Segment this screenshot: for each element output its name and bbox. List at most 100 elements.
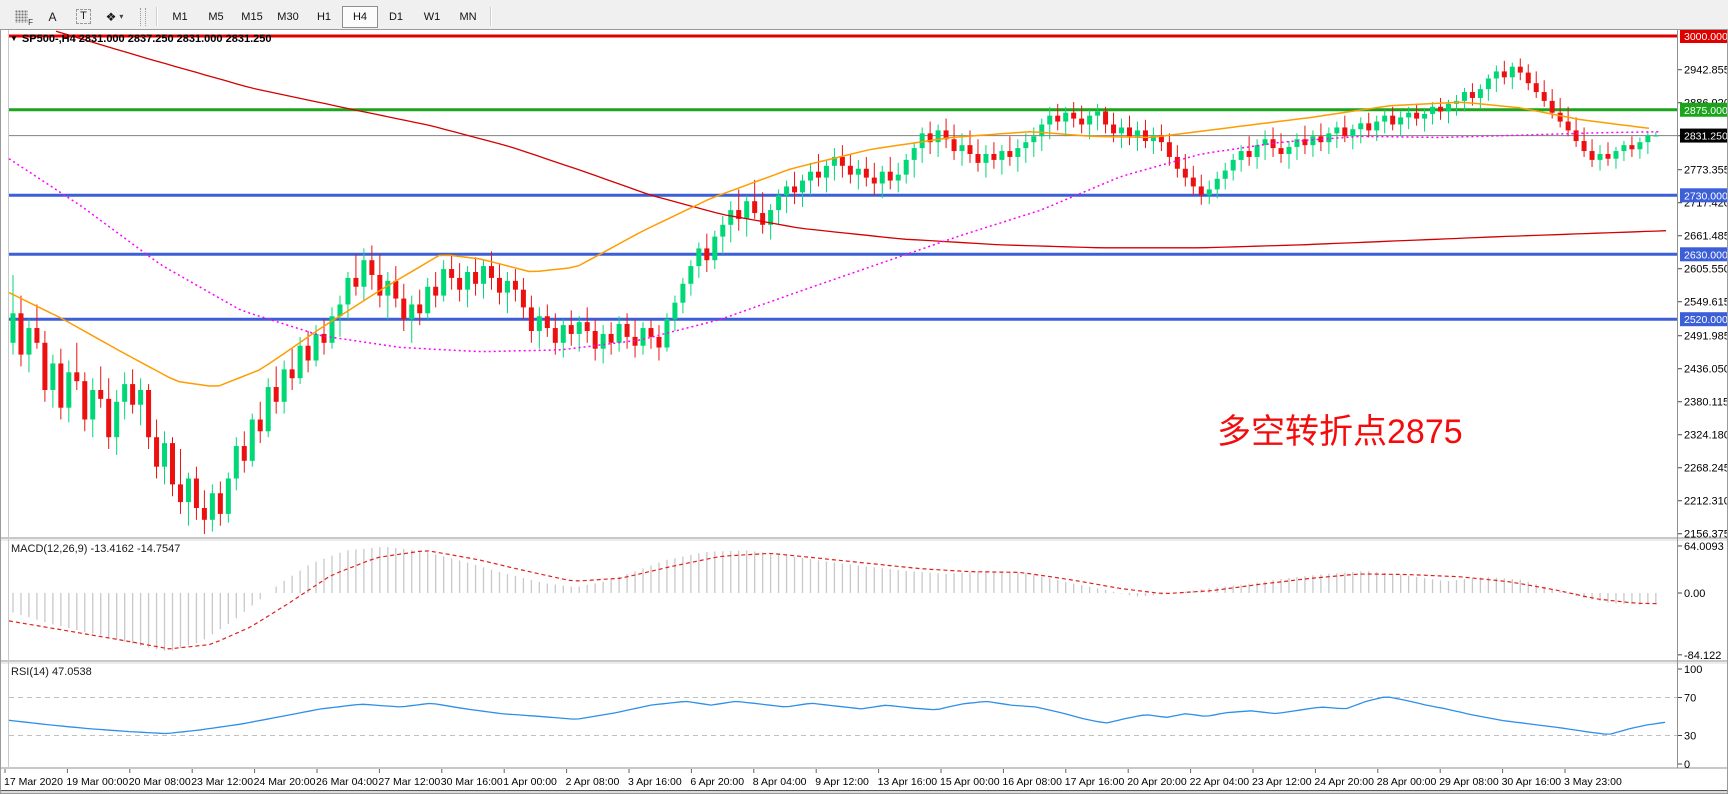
time-tick-label: 27 Mar 12:00 (378, 776, 440, 788)
candle-body (1206, 189, 1212, 196)
candle-body (146, 390, 152, 438)
candle-body (991, 154, 997, 160)
candle-body (903, 159, 909, 175)
candle-body (201, 508, 207, 520)
time-tick-label: 3 May 23:00 (1564, 776, 1622, 788)
tf-button-m5[interactable]: M5 (208, 10, 224, 23)
candle-body (1581, 141, 1587, 152)
tf-button-m15[interactable]: M15 (241, 10, 263, 23)
time-tick-label: 17 Mar 2020 (4, 776, 63, 788)
candle-body (425, 286, 431, 314)
price-tick-label: 2156.375 (1684, 529, 1727, 541)
toolbar-grip[interactable] (140, 7, 146, 26)
time-tick-label: 1 Apr 00:00 (503, 776, 557, 788)
candle-body (1134, 130, 1140, 137)
time-tick-label: 16 Apr 08:00 (1002, 776, 1062, 788)
time-axis[interactable]: 17 Mar 2020 19 Mar 00:00 20 Mar 08:00 23 Ma… (4, 769, 1622, 788)
candle-body (712, 236, 718, 261)
candle-body (297, 345, 303, 379)
candle-body (808, 171, 813, 181)
candle-body (321, 333, 327, 343)
candle-body (1294, 139, 1300, 147)
candle-body (935, 130, 941, 143)
candle-body (1150, 135, 1156, 142)
candle-body (871, 177, 877, 184)
price-tick-label: 2212.310 (1684, 496, 1727, 508)
candle-body (1334, 127, 1340, 134)
candle-body (1222, 170, 1228, 179)
price-tick-label: 2549.615 (1684, 297, 1727, 309)
price-badge: 2875.000 (1680, 102, 1727, 117)
candle-body (744, 201, 750, 219)
grid-f-tool-button[interactable]: F (7, 5, 36, 28)
time-tick-label: 30 Mar 16:00 (441, 776, 503, 788)
candle-body (911, 148, 917, 160)
arrows-tool-button[interactable]: ❖ ▾ (100, 5, 129, 28)
tf-button-d1[interactable]: D1 (388, 10, 404, 23)
chart-canvas[interactable]: 2942.8552886.9202830.9852773.3552717.420… (1, 30, 1727, 793)
candle-body (800, 180, 806, 193)
symbol-title[interactable]: ▼ SP500-,H4 2831.000 2837.250 2831.000 28… (10, 33, 271, 45)
candle-body (361, 260, 367, 287)
candle-body (648, 328, 654, 337)
toolbar: F A T ❖ ▾ M1 M5 M15 M30 H1 H4 D1 W1 MN (0, 4, 1728, 29)
candle-body (1629, 145, 1635, 150)
candle-body (1366, 123, 1372, 131)
candle-body (1605, 154, 1611, 159)
candle-body (385, 280, 391, 296)
candle-body (217, 493, 223, 514)
candle-body (90, 390, 96, 420)
candle-body (1485, 78, 1491, 90)
grid-icon (15, 10, 28, 23)
candle-body (10, 313, 16, 343)
price-tick-label: 2605.550 (1684, 264, 1727, 276)
price-tick-label: 2380.115 (1684, 397, 1727, 409)
candle-body (1087, 115, 1093, 125)
text-label-icon: T (76, 9, 91, 24)
candle-body (289, 369, 295, 379)
candle-body (951, 139, 957, 152)
price-axis[interactable]: 2942.8552886.9202830.9852773.3552717.420… (1678, 30, 1727, 541)
candle-body (1573, 130, 1579, 142)
time-tick-label: 20 Apr 20:00 (1127, 776, 1187, 788)
candle-body (353, 277, 359, 287)
chart-window: 2942.8552886.9202830.9852773.3552717.420… (0, 29, 1728, 794)
candle-body (449, 269, 455, 278)
tf-button-m30[interactable]: M30 (277, 10, 299, 23)
tf-button-m1[interactable]: M1 (172, 10, 188, 23)
candle-body (672, 302, 678, 320)
text-label-tool-button[interactable]: T (69, 5, 98, 28)
candle-body (1142, 130, 1148, 142)
candle-body (895, 174, 901, 181)
candle-body (329, 316, 335, 343)
price-tick-label: 2773.355 (1684, 165, 1727, 177)
candle-body (496, 277, 502, 293)
candle-body (393, 280, 399, 299)
rsi-indicator-label: RSI(14) 47.0538 (11, 666, 92, 678)
candle-body (736, 210, 742, 219)
tf-button-mn[interactable]: MN (459, 10, 477, 23)
candle-body (1063, 112, 1069, 122)
candle-body (1398, 117, 1404, 125)
candle-body (1095, 111, 1101, 116)
candle-body (688, 266, 694, 284)
candle-body (959, 145, 965, 152)
candle-body (257, 419, 263, 432)
tf-button-h1[interactable]: H1 (316, 10, 332, 23)
candle-body (1302, 139, 1308, 146)
candle-body (608, 333, 614, 343)
symbol-dropdown-icon[interactable]: ▼ (10, 34, 18, 43)
candle-body (18, 313, 24, 355)
candles-layer (10, 58, 1659, 534)
tf-button-h4[interactable]: H4 (342, 5, 378, 28)
text-a-tool-button[interactable]: A (38, 5, 67, 28)
tf-button-w1[interactable]: W1 (423, 10, 441, 23)
candle-body (815, 171, 821, 178)
drawing-tools-group: F A T ❖ ▾ (0, 5, 130, 28)
chevron-down-icon: ▾ (119, 12, 124, 21)
candle-body (728, 210, 734, 225)
candle-body (919, 133, 925, 149)
candle-body (1533, 83, 1539, 93)
candle-body (489, 266, 494, 278)
candle-body (943, 130, 949, 140)
